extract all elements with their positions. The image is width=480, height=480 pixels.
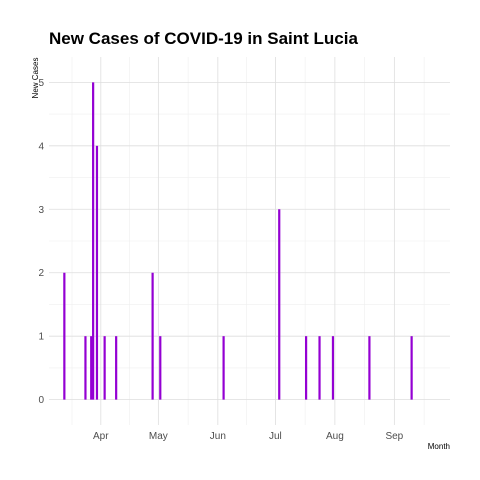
bar — [368, 336, 371, 400]
y-tick-label: 1 — [38, 332, 44, 343]
bar — [331, 336, 335, 400]
y-tick-label: 0 — [38, 395, 44, 406]
y-tick-label: 3 — [38, 205, 44, 216]
bar — [115, 336, 118, 400]
x-tick-label: Sep — [385, 431, 403, 442]
x-tick-label: Jul — [269, 431, 282, 442]
y-tick-label: 4 — [38, 141, 44, 152]
x-axis-label: Month — [428, 442, 450, 451]
bar — [278, 209, 281, 400]
bar — [159, 336, 162, 400]
chart-title: New Cases of COVID-19 in Saint Lucia — [49, 29, 358, 48]
bar — [410, 336, 413, 400]
x-tick-label: May — [149, 431, 168, 442]
bar — [151, 272, 154, 400]
bar — [222, 336, 225, 400]
x-axis-ticks: Apr May Jun Jul Aug Sep — [93, 431, 404, 442]
grid — [49, 57, 450, 425]
y-axis-label: New Cases — [31, 58, 40, 99]
bar — [63, 272, 66, 400]
x-tick-label: Aug — [326, 431, 344, 442]
x-tick-label: Jun — [210, 431, 226, 442]
bars — [63, 82, 413, 400]
bar — [84, 336, 87, 400]
y-axis-ticks: 0 1 2 3 4 5 — [38, 78, 44, 406]
bar — [90, 336, 93, 400]
y-tick-label: 5 — [38, 78, 44, 89]
bar — [318, 336, 321, 400]
x-tick-label: Apr — [93, 431, 109, 442]
bar — [92, 82, 95, 400]
bar — [95, 145, 99, 400]
bar — [305, 336, 308, 400]
y-tick-label: 2 — [38, 268, 44, 279]
bar — [103, 336, 106, 400]
